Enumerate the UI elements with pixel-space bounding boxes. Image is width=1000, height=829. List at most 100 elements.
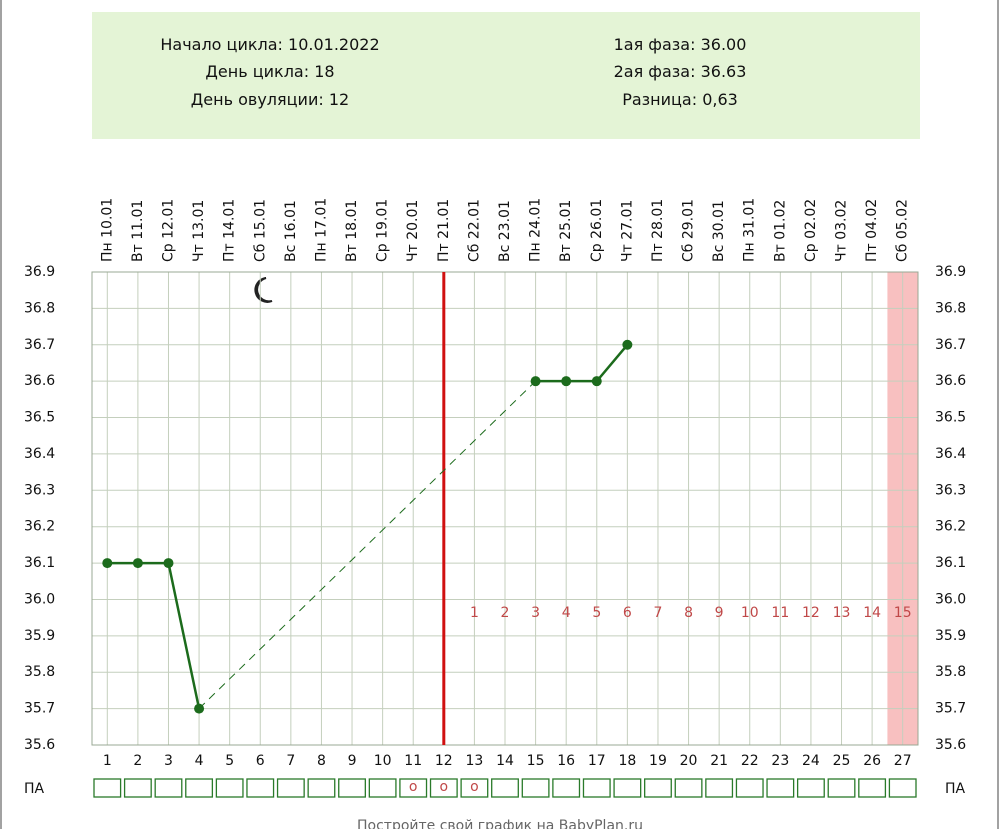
pa-cell bbox=[582, 778, 611, 798]
point bbox=[561, 376, 572, 387]
pa-cell bbox=[460, 778, 489, 798]
y-tick-label: 36.1 bbox=[24, 555, 55, 571]
pa-cell bbox=[827, 778, 856, 798]
phase-day: 10 bbox=[741, 605, 759, 621]
date-label: Пт 21.01 bbox=[436, 199, 452, 262]
phase-day: 9 bbox=[715, 605, 724, 621]
pa-cell bbox=[858, 778, 887, 798]
phase-day: 5 bbox=[592, 605, 601, 621]
point bbox=[163, 558, 174, 569]
x-tick-label: 4 bbox=[195, 753, 204, 769]
y-tick-label-right: 36.4 bbox=[935, 446, 966, 462]
cycle-start: Начало цикла: 10.01.2022 bbox=[160, 35, 379, 54]
x-tick-label: 13 bbox=[465, 753, 483, 769]
label: Начало цикла: bbox=[160, 35, 283, 54]
x-tick-label: 5 bbox=[225, 753, 234, 769]
y-tick-label-right: 36.9 bbox=[935, 264, 966, 280]
y-tick-label: 35.7 bbox=[24, 701, 55, 717]
label: 1ая фаза: bbox=[614, 35, 696, 54]
pa-cell bbox=[705, 778, 734, 798]
date-label: Сб 15.01 bbox=[252, 199, 268, 262]
x-tick-label: 21 bbox=[710, 753, 728, 769]
phase-day: 2 bbox=[501, 605, 510, 621]
phase-day: 7 bbox=[654, 605, 663, 621]
y-tick-label-right: 36.3 bbox=[935, 482, 966, 498]
y-tick-label: 35.6 bbox=[24, 737, 55, 753]
date-label: Сб 29.01 bbox=[681, 199, 697, 262]
x-tick-label: 3 bbox=[164, 753, 173, 769]
pa-cell bbox=[338, 778, 366, 798]
x-tick-label: 25 bbox=[833, 753, 851, 769]
y-tick-label: 36.4 bbox=[24, 446, 55, 462]
y-tick-label-right: 35.7 bbox=[935, 701, 966, 717]
x-tick-label: 7 bbox=[286, 753, 295, 769]
date-label: Чт 13.01 bbox=[191, 200, 207, 262]
label: Разница: bbox=[622, 90, 697, 109]
date-label: Вт 01.02 bbox=[772, 200, 788, 262]
label: 2ая фаза: bbox=[614, 62, 696, 81]
value: 18 bbox=[314, 62, 334, 81]
plot-border bbox=[91, 271, 919, 746]
y-tick-label: 36.2 bbox=[24, 519, 55, 535]
date-label: Ср 12.01 bbox=[160, 199, 176, 262]
pa-cell bbox=[93, 778, 122, 798]
phase-day: 13 bbox=[833, 605, 851, 621]
pa-cell bbox=[644, 778, 672, 798]
x-tick-label: 14 bbox=[496, 753, 514, 769]
x-tick-label: 11 bbox=[404, 753, 422, 769]
x-tick-label: 18 bbox=[618, 753, 636, 769]
value: 10.01.2022 bbox=[288, 35, 380, 54]
x-tick-label: 17 bbox=[588, 753, 606, 769]
date-label: Вс 23.01 bbox=[497, 200, 513, 262]
pa-mark: o bbox=[470, 779, 479, 795]
date-label: Пн 24.01 bbox=[528, 198, 544, 262]
pa-cell bbox=[491, 778, 519, 798]
x-tick-label: 15 bbox=[527, 753, 545, 769]
y-tick-label: 36.3 bbox=[24, 482, 55, 498]
x-tick-label: 6 bbox=[256, 753, 265, 769]
pa-mark: o bbox=[409, 779, 418, 795]
date-label: Пт 28.01 bbox=[650, 199, 666, 262]
pa-cell bbox=[521, 778, 550, 798]
phase-day: 12 bbox=[802, 605, 820, 621]
footer: Постройте свой график на BabyPlan.ru bbox=[357, 818, 643, 829]
pa-cell bbox=[766, 778, 795, 798]
x-tick-label: 10 bbox=[374, 753, 392, 769]
y-tick-label: 35.9 bbox=[24, 628, 55, 644]
y-tick-label-right: 36.2 bbox=[935, 519, 966, 535]
x-tick-label: 22 bbox=[741, 753, 759, 769]
date-label: Пт 14.01 bbox=[222, 199, 238, 262]
phase-day: 3 bbox=[531, 605, 540, 621]
info-box bbox=[92, 12, 920, 139]
point bbox=[102, 558, 113, 569]
x-tick-label: 16 bbox=[557, 753, 575, 769]
pa-cell bbox=[368, 778, 397, 798]
point bbox=[530, 376, 541, 387]
series-line bbox=[107, 343, 629, 709]
pa-cell bbox=[215, 778, 244, 798]
cycle-day: День цикла: 18 bbox=[205, 62, 334, 81]
date-label: Вт 18.01 bbox=[344, 200, 360, 262]
y-tick-label-right: 36.6 bbox=[935, 373, 966, 389]
pa-cell bbox=[674, 778, 703, 798]
y-tick-label: 36.5 bbox=[24, 410, 55, 426]
point bbox=[591, 376, 602, 387]
point bbox=[132, 558, 143, 569]
y-tick-label: 36.8 bbox=[24, 300, 55, 316]
pa-cell bbox=[123, 778, 152, 798]
pa-cell bbox=[307, 778, 336, 798]
point bbox=[194, 703, 205, 714]
x-tick-label: 9 bbox=[348, 753, 357, 769]
date-label: Чт 03.02 bbox=[834, 200, 850, 262]
difference: Разница: 0,63 bbox=[622, 90, 738, 109]
date-label: Пн 31.01 bbox=[742, 198, 758, 262]
x-tick-label: 19 bbox=[649, 753, 667, 769]
pa-label: ПА bbox=[24, 781, 45, 797]
phase-day: 6 bbox=[623, 605, 632, 621]
y-tick-label: 36.0 bbox=[24, 591, 55, 607]
phase-day: 4 bbox=[562, 605, 571, 621]
pa-cell bbox=[429, 778, 458, 798]
phase1: 1ая фаза: 36.00 bbox=[614, 35, 747, 54]
phase-day: 1 bbox=[470, 605, 479, 621]
